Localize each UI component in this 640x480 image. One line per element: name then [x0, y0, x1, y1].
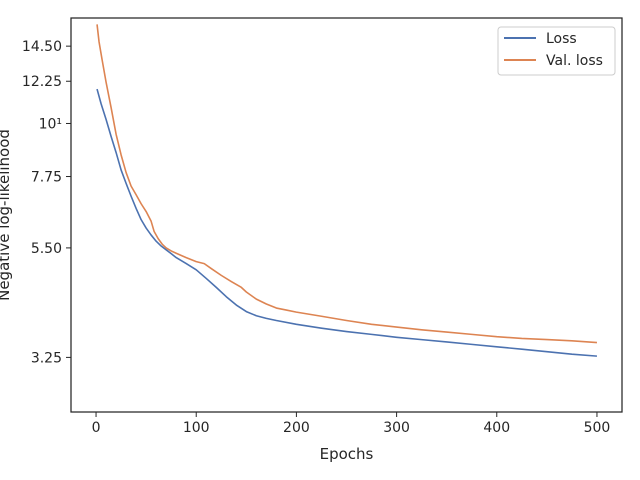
x-tick-label: 100: [183, 420, 210, 436]
x-axis-label: Epochs: [320, 445, 374, 463]
series-line-val-loss: [96, 24, 598, 344]
legend-label-loss: Loss: [546, 31, 577, 47]
y-tick-label: 14.50: [22, 39, 62, 55]
x-tick-label: 300: [383, 420, 410, 436]
y-tick-label: 3.25: [31, 350, 62, 366]
x-axis: 0 100 200 300 400 500: [92, 412, 611, 436]
y-tick-label: 12.25: [22, 74, 62, 90]
y-axis-label: Negative log-likelihood: [0, 129, 13, 301]
x-tick-label: 400: [483, 420, 510, 436]
series-layer: [96, 24, 598, 357]
series-line-loss: [96, 88, 598, 357]
legend-label-val-loss: Val. loss: [546, 53, 603, 69]
legend: Loss Val. loss: [497, 26, 616, 76]
x-tick-label: 200: [283, 420, 310, 436]
y-axis: 3.25 5.50 7.75 10¹ 12.25 14.50: [22, 39, 71, 366]
y-tick-label: 5.50: [31, 241, 62, 257]
plot-frame: [70, 17, 623, 413]
y-tick-label: 10¹: [39, 116, 62, 132]
x-tick-label: 0: [92, 420, 101, 436]
y-tick-label: 7.75: [31, 170, 62, 186]
x-tick-label: 500: [584, 420, 611, 436]
